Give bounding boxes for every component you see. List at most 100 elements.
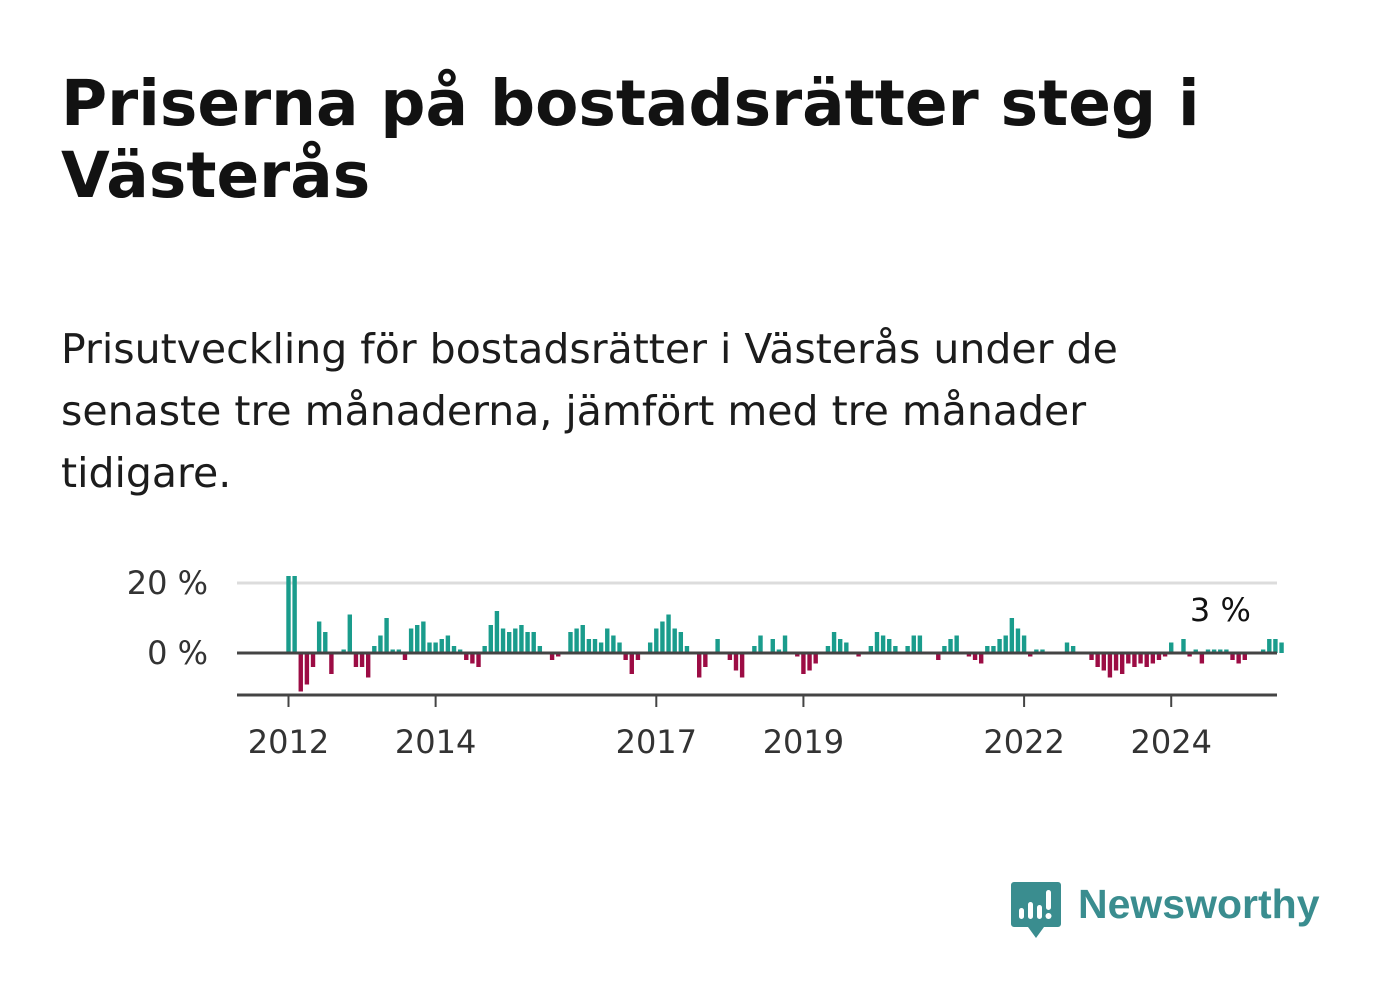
bar	[813, 653, 818, 664]
x-tick-label: 2022	[983, 723, 1064, 761]
bar	[580, 625, 585, 653]
bar	[1199, 653, 1205, 664]
bar	[1224, 649, 1229, 653]
bar	[1028, 653, 1033, 657]
bar	[304, 653, 310, 685]
bar	[488, 625, 493, 653]
bar	[948, 639, 953, 653]
bar	[1009, 618, 1015, 653]
bar	[1242, 653, 1247, 660]
bar	[402, 653, 408, 660]
chart-title: Priserna på bostadsrätter steg i Västerå…	[61, 67, 1200, 212]
bar	[1181, 639, 1186, 653]
bar	[752, 646, 757, 653]
bar	[868, 646, 874, 653]
bar	[1015, 628, 1021, 653]
y-tick-label: 0 %	[147, 634, 208, 672]
bar	[936, 653, 941, 660]
bar	[1034, 649, 1039, 653]
x-tick-label: 2017	[616, 723, 697, 761]
bar	[1138, 653, 1143, 664]
bar	[427, 642, 432, 653]
x-tick-label: 2014	[395, 723, 476, 761]
bar	[1187, 653, 1192, 657]
bar	[1144, 653, 1149, 667]
bar	[1040, 649, 1045, 653]
bar	[586, 639, 592, 653]
bar	[1107, 653, 1113, 678]
bar	[323, 632, 328, 653]
bar	[672, 628, 677, 653]
bar	[1126, 653, 1131, 664]
bar	[1089, 653, 1094, 660]
bar	[494, 611, 500, 653]
newsworthy-logo: Newsworthy	[1010, 878, 1330, 942]
bar	[568, 632, 573, 653]
bar	[887, 639, 892, 653]
bar	[623, 653, 628, 660]
bar	[365, 653, 371, 678]
bar	[439, 639, 444, 653]
bar	[942, 646, 947, 653]
bar	[617, 642, 622, 653]
bar	[525, 632, 530, 653]
chart-subtitle: Prisutveckling för bostadsrätter i Väste…	[61, 325, 1118, 497]
bar	[715, 639, 720, 653]
x-tick-label: 2024	[1131, 723, 1212, 761]
bar	[372, 646, 377, 653]
bar	[1260, 649, 1266, 653]
bar	[831, 632, 837, 653]
bar	[880, 635, 886, 653]
bar	[807, 653, 812, 671]
bar	[654, 628, 659, 653]
bar	[445, 635, 451, 653]
bar	[519, 625, 524, 653]
bar	[1070, 646, 1076, 653]
bar	[347, 614, 352, 653]
bar	[838, 639, 843, 653]
bar	[359, 653, 365, 667]
bar-chart: 20 % 0 % 2012 2014 2017 2019 2022 2024 3 %	[127, 564, 1284, 761]
x-tick-label: 2019	[763, 723, 844, 761]
bar	[482, 646, 487, 653]
bar	[733, 653, 739, 671]
bar	[421, 621, 426, 653]
y-tick-label: 20 %	[127, 564, 208, 602]
bar	[433, 642, 438, 653]
bar	[905, 646, 910, 653]
bar	[1267, 639, 1272, 653]
bar	[513, 628, 518, 653]
bar	[991, 646, 996, 653]
bar	[1003, 635, 1008, 653]
bar	[341, 649, 346, 653]
bar	[605, 628, 610, 653]
bar	[647, 642, 653, 653]
newsworthy-logo-icon	[1011, 882, 1061, 938]
bar	[353, 653, 359, 667]
bar	[574, 628, 579, 653]
bar	[1218, 649, 1223, 653]
bar	[739, 653, 745, 678]
bar	[1156, 653, 1162, 660]
bar	[537, 646, 543, 653]
bar	[660, 621, 665, 653]
bar	[844, 642, 849, 653]
bar	[310, 653, 316, 667]
bar	[1101, 653, 1106, 671]
end-value-label: 3 %	[1190, 591, 1251, 629]
bar	[384, 618, 389, 653]
bar	[1064, 642, 1070, 653]
bar	[1279, 642, 1284, 653]
bar	[1193, 649, 1198, 653]
bar	[1230, 653, 1235, 660]
bar	[978, 653, 984, 664]
bar	[917, 635, 923, 653]
bar	[1095, 653, 1100, 667]
bar	[506, 632, 512, 653]
bar	[972, 653, 978, 660]
bar	[795, 653, 800, 657]
bar	[629, 653, 634, 674]
bar	[408, 628, 414, 653]
bar	[997, 639, 1002, 653]
bar	[556, 653, 561, 657]
